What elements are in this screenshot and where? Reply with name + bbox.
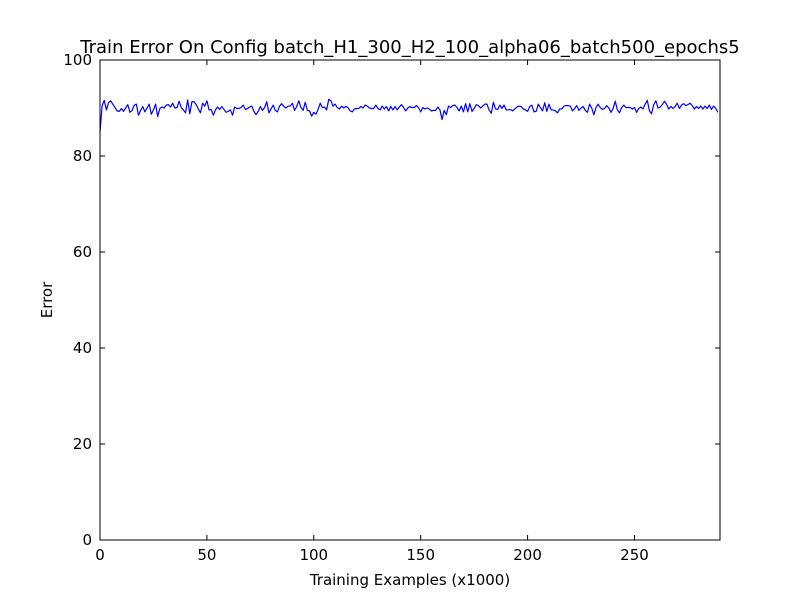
x-axis-label: Training Examples (x1000): [309, 571, 510, 589]
ticks-layer: 0 50 100 150 200 250 0 20 40 60 80 100: [63, 51, 720, 564]
y-tick-label: 80: [73, 147, 92, 165]
x-tick-label: 200: [513, 546, 542, 564]
y-axis-label: Error: [38, 281, 56, 318]
y-tick-label: 60: [73, 243, 92, 261]
series-line: [99, 98, 719, 133]
x-tick-label: 250: [620, 546, 649, 564]
x-tick-label: 50: [197, 546, 216, 564]
y-tick-label: 40: [73, 339, 92, 357]
x-tick-label: 150: [406, 546, 435, 564]
x-tick-label: 100: [299, 546, 328, 564]
y-tick-label: 0: [82, 531, 92, 549]
y-tick-label: 100: [63, 51, 92, 69]
y-tick-label: 20: [73, 435, 92, 453]
x-tick-label: 0: [95, 546, 105, 564]
chart-title: Train Error On Config batch_H1_300_H2_10…: [79, 37, 739, 58]
series-layer: [99, 98, 719, 133]
plot-area-frame: [99, 59, 721, 541]
